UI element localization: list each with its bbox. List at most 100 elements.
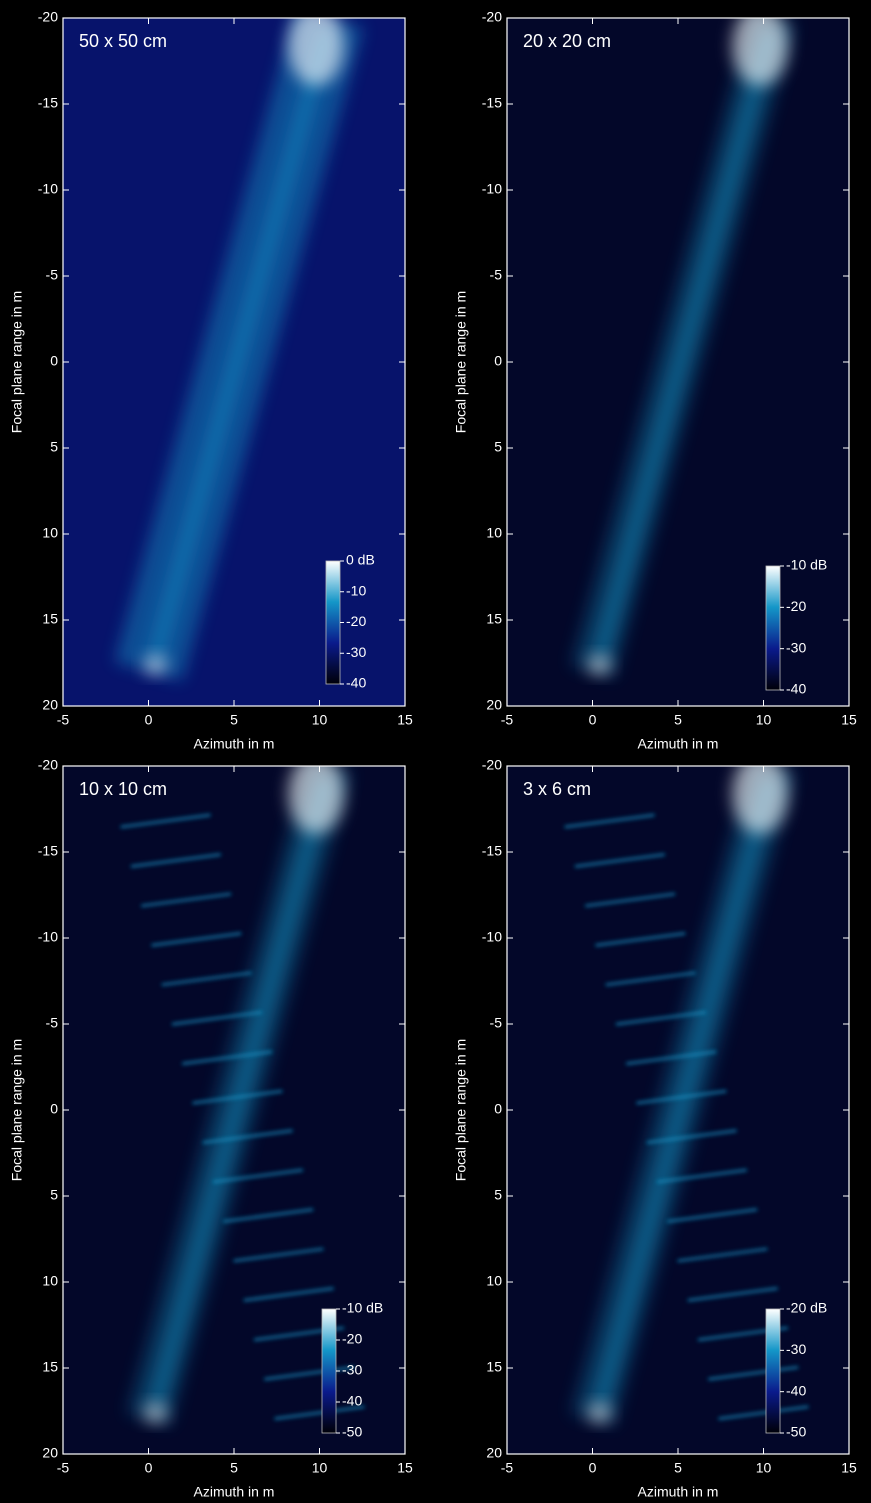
- colorbar-tick-label: -10 dB: [342, 1300, 383, 1316]
- y-tick-label: 20: [486, 1445, 502, 1461]
- y-tick-label: 10: [42, 1273, 58, 1289]
- x-tick-label: 0: [589, 1460, 597, 1476]
- panel-title: 50 x 50 cm: [79, 31, 167, 51]
- colorbar-tick-label: -30: [786, 639, 806, 655]
- image-streak: [274, 1405, 365, 1420]
- image-hotspot: [587, 654, 612, 675]
- x-tick-label: 0: [145, 712, 153, 728]
- x-tick-label: 5: [674, 712, 682, 728]
- colorbar-tick-label: -40: [346, 675, 366, 691]
- y-tick-label: 15: [42, 611, 58, 627]
- y-tick-label: -20: [482, 757, 502, 773]
- image-hotspot: [732, 766, 789, 834]
- image-core: [592, 777, 778, 1408]
- image-streak: [656, 1168, 748, 1184]
- colorbar-tick-label: -40: [786, 1382, 806, 1398]
- x-tick-label: 5: [674, 1460, 682, 1476]
- image-streak: [564, 813, 655, 829]
- image-hotspot: [143, 654, 168, 675]
- colorbar-tick-label: -40: [786, 681, 806, 697]
- image: [63, 18, 405, 706]
- image-streak: [161, 971, 252, 987]
- y-tick-label: 15: [486, 611, 502, 627]
- y-axis-label: Focal plane range in m: [9, 291, 25, 433]
- y-tick-label: -10: [482, 929, 502, 945]
- y-tick-label: 15: [486, 1359, 502, 1375]
- image-core: [148, 777, 334, 1408]
- y-tick-label: -15: [482, 843, 502, 859]
- x-tick-label: -5: [501, 1460, 514, 1476]
- colorbar-tick-label: -20: [786, 598, 806, 614]
- image-streak: [181, 1050, 273, 1065]
- image-core: [592, 29, 778, 660]
- x-tick-label: 10: [312, 712, 328, 728]
- image-streak: [243, 1287, 334, 1302]
- y-tick-label: -10: [482, 181, 502, 197]
- panel-title: 3 x 6 cm: [523, 779, 591, 799]
- x-tick-label: 15: [397, 712, 413, 728]
- x-tick-label: -5: [57, 1460, 70, 1476]
- y-tick-label: -5: [46, 267, 59, 283]
- x-axis-label: Azimuth in m: [638, 736, 719, 752]
- colorbar: [325, 560, 341, 685]
- colorbar-tick-label: 0 dB: [346, 552, 375, 568]
- x-tick-label: 5: [230, 1460, 238, 1476]
- y-tick-label: 0: [494, 1101, 502, 1117]
- image-hotspot: [143, 1402, 168, 1423]
- x-tick-label: -5: [57, 712, 70, 728]
- colorbar-tick-label: -30: [346, 644, 366, 660]
- y-tick-label: -15: [482, 95, 502, 111]
- image: [507, 766, 849, 1454]
- y-tick-label: 20: [486, 697, 502, 713]
- image-streak: [212, 1168, 304, 1184]
- colorbar: [765, 565, 781, 691]
- y-tick-label: -10: [38, 929, 58, 945]
- colorbar-tick-label: -10 dB: [786, 557, 827, 573]
- image-hotspot: [587, 1402, 612, 1423]
- panel-title: 20 x 20 cm: [523, 31, 611, 51]
- y-axis-label: Focal plane range in m: [9, 1039, 25, 1181]
- image-streak: [605, 971, 696, 987]
- colorbar-tick-label: -30: [342, 1362, 362, 1378]
- image-streak: [130, 853, 222, 868]
- y-tick-label: 5: [494, 439, 502, 455]
- image-streak: [615, 1011, 707, 1026]
- image-streak: [636, 1089, 727, 1105]
- colorbar: [321, 1308, 337, 1434]
- y-tick-label: 5: [50, 1187, 58, 1203]
- image-streak: [667, 1208, 758, 1223]
- y-tick-label: 20: [42, 1445, 58, 1461]
- x-tick-label: 0: [589, 712, 597, 728]
- panel-title: 10 x 10 cm: [79, 779, 167, 799]
- image-streak: [708, 1366, 799, 1381]
- y-tick-label: -15: [38, 843, 58, 859]
- image: [63, 766, 405, 1454]
- image-streak: [223, 1208, 314, 1223]
- y-tick-label: 20: [42, 697, 58, 713]
- image-hotspot: [288, 18, 345, 86]
- x-axis-label: Azimuth in m: [194, 736, 275, 752]
- y-tick-label: -5: [46, 1015, 59, 1031]
- image-streak: [264, 1366, 355, 1381]
- x-tick-label: 5: [230, 712, 238, 728]
- image-streak: [718, 1405, 809, 1420]
- y-tick-label: 0: [50, 1101, 58, 1117]
- y-tick-label: 5: [494, 1187, 502, 1203]
- x-tick-label: 15: [397, 1460, 413, 1476]
- image-hotspot: [732, 18, 789, 86]
- image-streak: [677, 1247, 768, 1263]
- image-streak: [151, 932, 242, 947]
- colorbar-tick-label: -20: [346, 613, 366, 629]
- image-streak: [687, 1287, 778, 1302]
- y-tick-label: 10: [486, 525, 502, 541]
- y-tick-label: -15: [38, 95, 58, 111]
- image-streak: [595, 932, 686, 947]
- x-axis-label: Azimuth in m: [638, 1484, 719, 1500]
- y-tick-label: -20: [482, 9, 502, 25]
- colorbar-tick-label: -40: [342, 1393, 362, 1409]
- image: [507, 18, 849, 706]
- y-tick-label: -5: [490, 267, 503, 283]
- image-streak: [192, 1089, 283, 1105]
